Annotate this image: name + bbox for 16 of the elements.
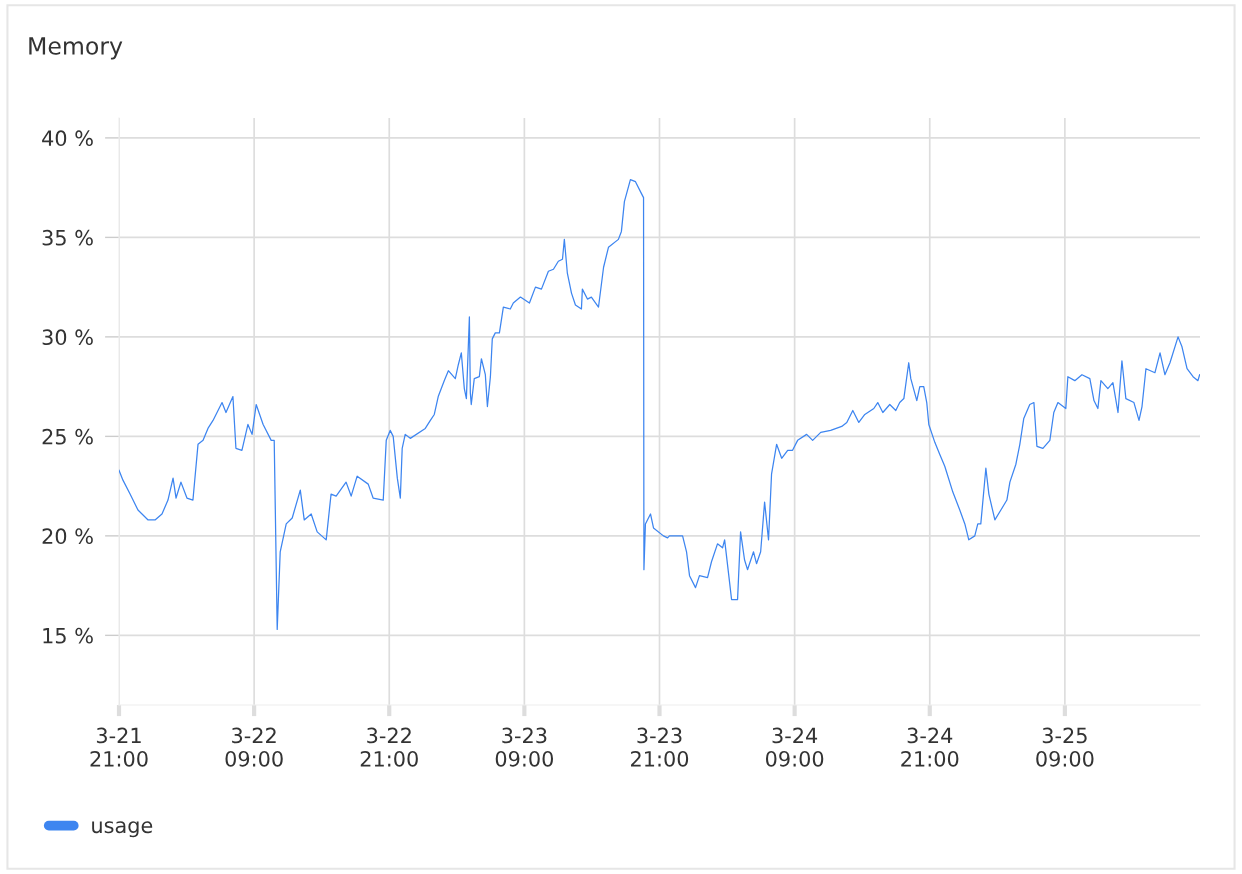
y-tick-label: 25 %: [42, 428, 93, 445]
x-tick-label: 3-23 21:00: [631, 727, 689, 767]
y-tick-label: 40 %: [42, 130, 93, 147]
legend-label: usage: [92, 821, 153, 838]
chart-title: Memory: [29, 37, 123, 60]
x-tick-label: 3-22 21:00: [360, 727, 418, 767]
x-tick-label: 3-25 09:00: [1036, 727, 1094, 767]
y-tick-label: 30 %: [42, 329, 93, 346]
y-tick-label: 15 %: [43, 627, 93, 644]
x-tick-label: 3-22 09:00: [225, 727, 283, 767]
x-tick-label: 3-23 09:00: [495, 727, 554, 767]
y-tick-label: 20 %: [42, 528, 93, 545]
x-tick-label: 3-21 21:00: [90, 727, 148, 767]
x-tick-label: 3-24 09:00: [765, 727, 824, 767]
x-tick-label: 3-24 21:00: [901, 727, 959, 767]
y-tick-label: 35 %: [42, 229, 93, 246]
